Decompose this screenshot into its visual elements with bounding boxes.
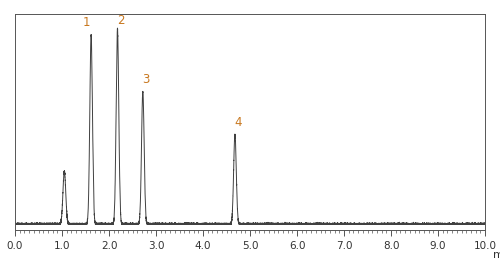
Text: 2: 2 [117, 14, 124, 27]
Text: 4: 4 [234, 116, 241, 129]
Text: 1: 1 [83, 16, 90, 29]
Text: min: min [494, 250, 500, 259]
Text: 3: 3 [142, 73, 150, 86]
